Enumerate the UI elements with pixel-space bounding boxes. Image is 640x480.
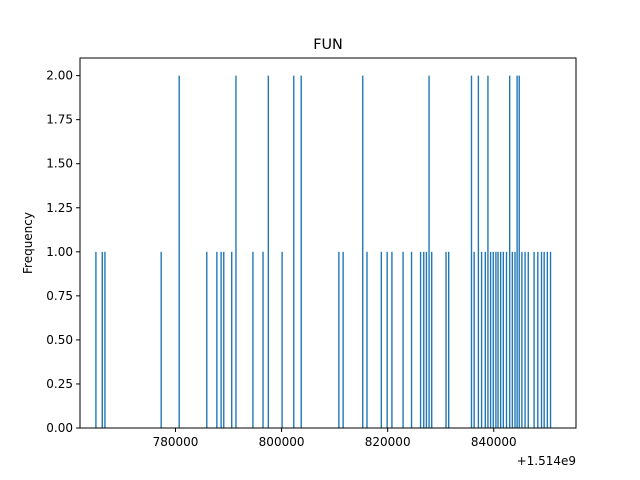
histogram-bar xyxy=(509,75,511,428)
histogram-bar xyxy=(497,251,499,428)
y-tick-label: 0.00 xyxy=(46,421,73,435)
histogram-bar xyxy=(487,75,489,428)
histogram-bar xyxy=(489,251,492,428)
y-tick-label: 1.50 xyxy=(46,157,73,171)
x-tick-label: 820000 xyxy=(365,435,411,449)
histogram-bar xyxy=(104,251,106,428)
histogram-bar xyxy=(410,251,413,428)
histogram-bar xyxy=(362,75,364,428)
histogram-bar xyxy=(431,251,433,428)
histogram-bar xyxy=(516,75,518,428)
x-axis-ticks: 780000 800000 820000 840000 xyxy=(153,428,517,449)
histogram-bar xyxy=(235,75,237,428)
histogram-bar xyxy=(252,251,254,428)
histogram-bar xyxy=(425,251,428,428)
histogram-bar xyxy=(537,251,539,428)
y-tick-label: 1.00 xyxy=(46,245,73,259)
histogram-bar xyxy=(366,251,368,428)
histogram-bar xyxy=(518,75,520,428)
x-tick-label: 840000 xyxy=(471,435,517,449)
histogram-bar xyxy=(484,251,486,428)
histogram-bar xyxy=(231,251,233,428)
plot-frame xyxy=(79,57,577,429)
x-tick-label: 800000 xyxy=(259,435,305,449)
histogram-bar xyxy=(160,251,162,428)
histogram-bar xyxy=(502,251,505,428)
histogram-bar xyxy=(514,251,516,428)
y-tick-label: 1.25 xyxy=(46,201,73,215)
histogram-bar xyxy=(223,251,225,428)
histogram-bar xyxy=(178,75,180,428)
bars-group xyxy=(95,75,552,428)
histogram-bar xyxy=(423,251,425,428)
histogram-bar xyxy=(267,75,270,428)
histogram-bar xyxy=(524,251,526,428)
histogram-bar xyxy=(101,251,103,428)
y-tick-label: 2.00 xyxy=(46,69,73,83)
x-axis-offset-label: +1.514e9 xyxy=(517,454,576,468)
histogram-bar xyxy=(293,75,295,428)
histogram-bar xyxy=(505,251,508,428)
histogram-bar xyxy=(543,251,545,428)
histogram-bar xyxy=(511,251,514,428)
histogram-bar xyxy=(495,251,497,428)
y-axis-label: Frequency xyxy=(21,212,35,274)
y-axis-ticks: 0.00 0.25 0.50 0.75 1.00 1.25 1.50 1.75 2.00 xyxy=(46,69,80,435)
histogram-bar xyxy=(533,251,535,428)
histogram-bar xyxy=(546,251,549,428)
histogram-bar xyxy=(540,251,543,428)
histogram-bar xyxy=(473,251,475,428)
histogram-bar xyxy=(216,251,218,428)
y-tick-label: 0.25 xyxy=(46,377,73,391)
y-tick-label: 0.75 xyxy=(46,289,73,303)
histogram-bar xyxy=(338,251,340,428)
histogram-bar xyxy=(447,251,450,428)
y-tick-label: 0.50 xyxy=(46,333,73,347)
histogram-bar xyxy=(499,251,502,428)
histogram-bar xyxy=(470,75,473,428)
histogram-bar xyxy=(391,251,393,428)
histogram-bar xyxy=(206,251,208,428)
histogram-bar xyxy=(380,251,383,428)
histogram-bar xyxy=(262,251,264,428)
histogram-bar xyxy=(549,251,552,428)
histogram-bar xyxy=(95,251,97,428)
histogram-bar xyxy=(281,251,283,428)
y-tick-label: 1.75 xyxy=(46,113,73,127)
histogram-bar xyxy=(428,75,430,428)
histogram-bar xyxy=(220,251,222,428)
histogram-bar xyxy=(419,251,422,428)
histogram-bar xyxy=(445,251,447,428)
histogram-bar xyxy=(477,75,480,428)
x-tick-label: 780000 xyxy=(153,435,199,449)
histogram-bar xyxy=(492,251,494,428)
chart-title: FUN xyxy=(313,37,343,53)
histogram-bar xyxy=(402,251,404,428)
histogram-bar xyxy=(342,251,344,428)
histogram-bar xyxy=(300,75,302,428)
histogram-bar xyxy=(480,251,483,428)
histogram-bar xyxy=(386,251,388,428)
histogram-bar xyxy=(527,251,529,428)
histogram-bar xyxy=(521,251,523,428)
